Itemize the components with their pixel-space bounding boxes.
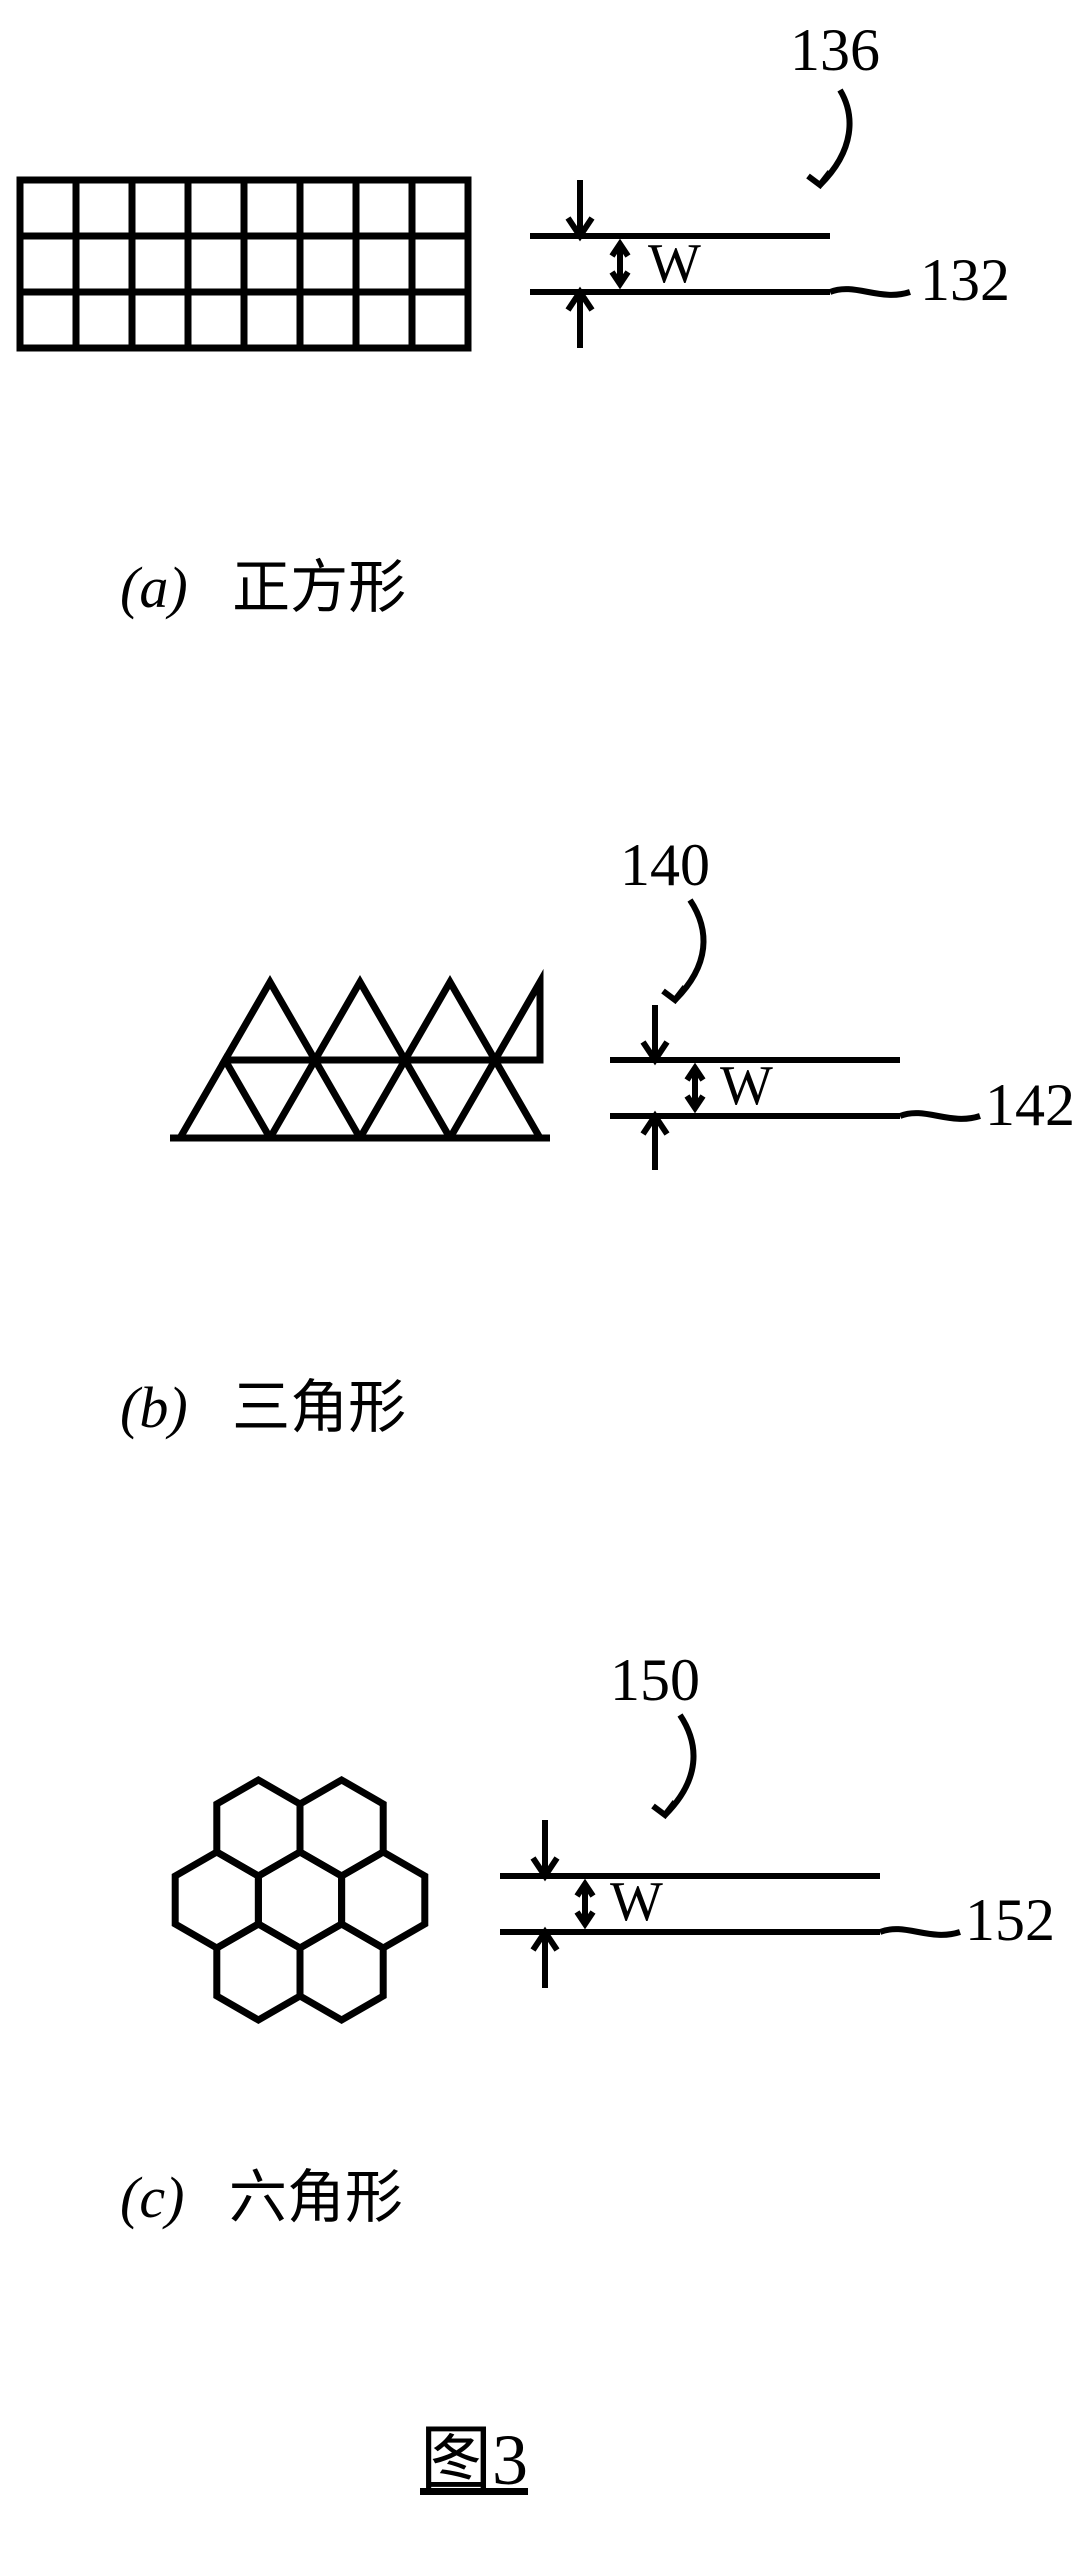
panel-a: W 136 132 (a) 正方形 <box>0 0 1076 560</box>
ref-top-c-hook <box>665 1715 694 1815</box>
ref-side-a-wave <box>830 289 910 295</box>
dim-letter-a: W <box>648 233 701 295</box>
caption-c-text: 六角形 <box>229 2165 403 2230</box>
square-grid-shape <box>20 180 468 348</box>
caption-c: (c) 六角形 <box>120 2150 403 2234</box>
ref-side-c-wave <box>880 1929 960 1935</box>
figure-label: 图3 <box>420 2400 528 2505</box>
ref-top-b: 140 <box>620 832 710 898</box>
dim-letter-b: W <box>720 1055 773 1117</box>
caption-c-letter: (c) <box>120 2165 184 2230</box>
caption-b: (b) 三角形 <box>120 1360 406 1444</box>
panel-b: 140 W 142 (b) 三角形 <box>0 800 1076 1360</box>
caption-b-letter: (b) <box>120 1375 188 1440</box>
ref-side-b-wave <box>900 1113 980 1119</box>
caption-b-text: 三角形 <box>232 1375 406 1440</box>
ref-top-c: 150 <box>610 1647 700 1713</box>
caption-a: (a) 正方形 <box>120 540 406 624</box>
ref-side-a: 132 <box>920 247 1010 313</box>
ref-top-a: 136 <box>790 17 880 83</box>
hex-cluster-shape <box>175 1780 425 2020</box>
ref-top-b-hook <box>675 900 704 1000</box>
panel-c: 150 W 152 (c) 六角形 <box>0 1620 1076 2180</box>
ref-side-b: 142 <box>985 1072 1075 1138</box>
dim-w-c <box>500 1820 880 1988</box>
ref-top-a-hook <box>820 90 850 185</box>
panel-a-svg: W 136 132 <box>0 0 1076 560</box>
triangle-tess-shape <box>170 982 550 1138</box>
panel-b-svg: 140 W 142 <box>0 800 1076 1360</box>
caption-a-text: 正方形 <box>232 555 406 620</box>
ref-side-c: 152 <box>965 1887 1055 1953</box>
caption-a-letter: (a) <box>120 555 188 620</box>
dim-letter-c: W <box>610 1871 663 1933</box>
panel-c-svg: 150 W 152 <box>0 1620 1076 2180</box>
